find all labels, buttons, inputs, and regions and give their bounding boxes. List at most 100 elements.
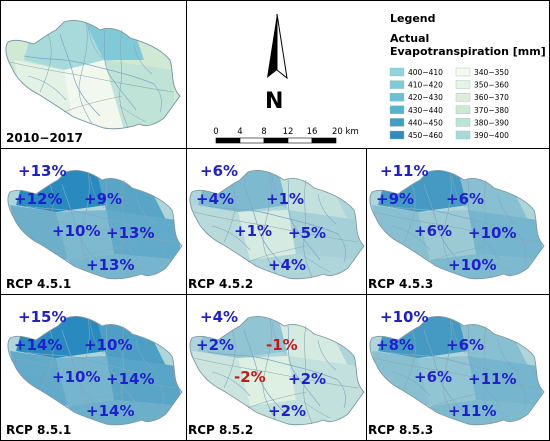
scale-tick-label: 12 — [283, 127, 294, 137]
change-label: +10% — [84, 336, 132, 354]
panel-label: RCP 4.5.2 — [188, 277, 253, 291]
legend-item: 370−380 — [455, 105, 509, 115]
panel-label: RCP 4.5.1 — [6, 277, 71, 291]
subbasin-area — [238, 356, 296, 406]
panel-label-baseline: 2010−2017 — [6, 131, 83, 145]
legend-swatch — [389, 118, 405, 127]
change-label: +11% — [448, 402, 496, 420]
change-label: +6% — [414, 222, 452, 240]
legend-swatch — [455, 130, 471, 140]
subbasin-area — [418, 356, 476, 406]
map-panel: +15% +14% +10% +10% +14% +14% RCP 8.5.1 — [6, 308, 183, 437]
change-label: +14% — [86, 402, 134, 420]
legend-item: 430−440 — [389, 105, 443, 115]
change-label: +1% — [234, 222, 272, 240]
change-label: +5% — [288, 224, 326, 242]
change-label: -2% — [234, 368, 266, 386]
legend-item: 340−350 — [455, 67, 509, 77]
scale-tick-label: 4 — [237, 127, 242, 137]
change-label: +14% — [14, 336, 62, 354]
legend-subtitle: Evapotranspiration [mm] — [390, 45, 546, 58]
legend-item-label: 380−390 — [474, 118, 509, 127]
change-label: +13% — [18, 162, 66, 180]
subbasin-area — [458, 316, 528, 366]
change-label: +10% — [52, 368, 100, 386]
change-label: +2% — [196, 336, 234, 354]
legend-swatch — [455, 80, 471, 89]
subbasin-area — [418, 210, 476, 260]
north-arrow: N — [265, 13, 288, 114]
change-label: +9% — [376, 190, 414, 208]
map-panel: +13% +12% +9% +10% +13% +13% RCP 4.5.1 — [6, 162, 183, 291]
change-label: +9% — [84, 190, 122, 208]
change-label: +13% — [106, 224, 154, 242]
change-label: -1% — [266, 336, 298, 354]
legend-item: 400−410 — [389, 67, 443, 77]
subbasin-area — [278, 316, 348, 366]
change-label: +10% — [380, 308, 428, 326]
legend-item: 350−360 — [455, 80, 509, 90]
panel-label: RCP 8.5.3 — [368, 423, 433, 437]
subbasin-area — [238, 210, 296, 260]
legend-subtitle: Actual — [390, 32, 429, 45]
change-label: +10% — [468, 224, 516, 242]
legend-item-label: 370−380 — [474, 106, 509, 115]
change-label: +6% — [446, 336, 484, 354]
map-panel: +6%+4% +1%+1% +5%+4%RCP 4.5.2 — [188, 162, 365, 291]
change-label: +4% — [200, 308, 238, 326]
legend-swatch — [455, 92, 471, 102]
legend: Legend Actual Evapotranspiration [mm] 40… — [389, 12, 546, 140]
subbasin-area — [458, 170, 528, 220]
legend-swatch — [389, 92, 405, 102]
scale-tick-label: 16 — [307, 127, 318, 137]
map-panel: +11%+9% +6%+6% +10%+10%RCP 4.5.3 — [368, 162, 545, 291]
change-label: +6% — [446, 190, 484, 208]
subbasin-area — [56, 356, 114, 406]
legend-title: Legend — [390, 12, 436, 25]
change-label: +13% — [86, 256, 134, 274]
map-panel: +10%+8% +6%+6% +11%+11%RCP 8.5.3 — [368, 308, 545, 437]
legend-swatch — [389, 67, 405, 77]
legend-item-label: 350−360 — [474, 81, 509, 90]
legend-swatch — [455, 118, 471, 127]
legend-item-label: 390−400 — [474, 131, 509, 140]
legend-swatch — [389, 80, 405, 89]
legend-swatch — [455, 67, 471, 77]
map-baseline — [5, 19, 181, 130]
change-label: +12% — [14, 190, 62, 208]
change-label: +4% — [196, 190, 234, 208]
legend-item-label: 340−350 — [474, 68, 509, 77]
legend-item: 380−390 — [455, 118, 509, 127]
scale-tick-label: 0 — [213, 127, 218, 137]
legend-item: 360−370 — [455, 92, 509, 102]
legend-item-label: 450−460 — [408, 131, 443, 140]
scenario-panels: +13%+12% +9%+10% +13%+13%RCP 4.5.1+6%+4% +1… — [6, 162, 545, 437]
legend-item: 410−420 — [389, 80, 443, 90]
change-label: +15% — [18, 308, 66, 326]
panel-label: RCP 4.5.3 — [368, 277, 433, 291]
legend-item: 450−460 — [389, 130, 443, 140]
change-label: +2% — [268, 402, 306, 420]
legend-item-label: 420−430 — [408, 93, 443, 102]
change-label: +1% — [266, 190, 304, 208]
legend-swatch — [389, 105, 405, 115]
change-label: +10% — [52, 222, 100, 240]
scale-tick-label: 8 — [261, 127, 266, 137]
subbasin-area — [96, 316, 166, 366]
north-arrow-letter: N — [265, 89, 283, 114]
legend-item-label: 430−440 — [408, 106, 443, 115]
subbasin-area — [278, 170, 348, 220]
change-label: +10% — [448, 256, 496, 274]
scale-bar: 0 4 8 12 16 20 km — [213, 127, 359, 144]
legend-item-label: 440−450 — [408, 118, 443, 127]
legend-item-label: 410−420 — [408, 81, 443, 90]
legend-swatch — [389, 130, 405, 140]
change-label: +14% — [106, 370, 154, 388]
change-label: +2% — [288, 370, 326, 388]
panel-label: RCP 8.5.2 — [188, 423, 253, 437]
change-label: +6% — [414, 368, 452, 386]
panel-label: RCP 8.5.1 — [6, 423, 71, 437]
change-label: +11% — [468, 370, 516, 388]
scale-tick-label: 20 km — [332, 127, 359, 137]
change-label: +11% — [380, 162, 428, 180]
